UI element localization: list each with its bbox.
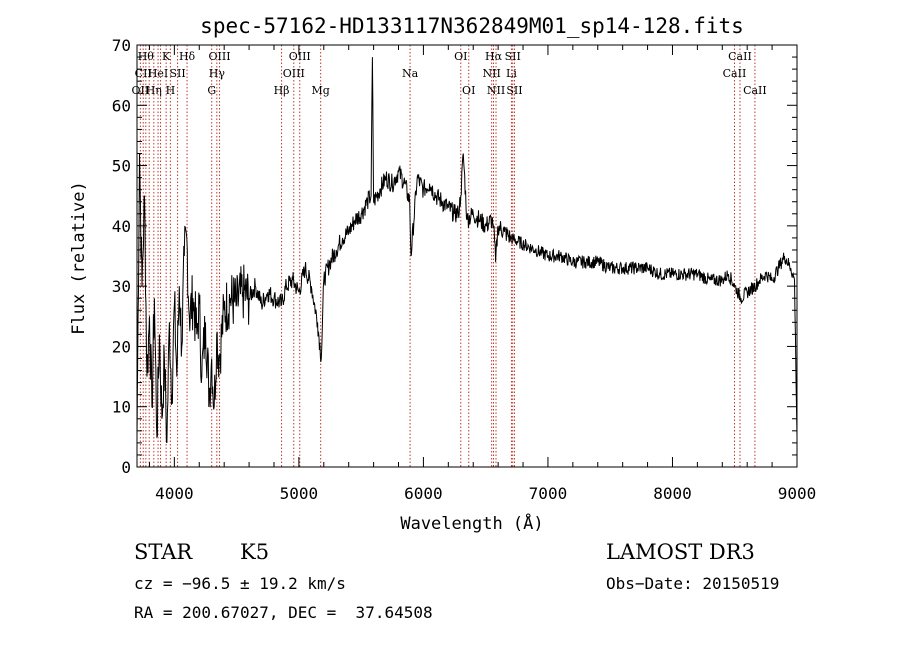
line-label-0: OII	[132, 84, 150, 97]
spectrum-line	[136, 57, 798, 444]
y-tick-label: 30	[112, 277, 131, 296]
line-label-9: SII	[169, 67, 185, 80]
line-label-8: H	[166, 84, 176, 97]
spectrum-chart: spec-57162-HD133117N362849M01_sp14-128.f…	[69, 14, 817, 534]
line-label-10: Hδ	[179, 50, 196, 63]
line-label-13: OIII	[209, 50, 231, 63]
line-label-12: Hγ	[209, 67, 226, 80]
line-label-16: OIII	[289, 50, 311, 63]
line-label-14: Hβ	[274, 84, 290, 97]
line-label-5: HeI	[148, 67, 168, 80]
observation-date: Obs−Date: 20150519	[606, 574, 780, 593]
line-label-1: CII	[135, 67, 152, 80]
line-label-2: Hθ	[138, 50, 155, 63]
y-tick-label: 10	[112, 398, 131, 417]
line-label-18: Na	[402, 67, 419, 80]
coordinates: RA = 200.67027, DEC = 37.64508	[134, 603, 433, 622]
object-type: STAR	[134, 540, 193, 564]
y-tick-label: 40	[112, 217, 131, 236]
y-tick-label: 50	[112, 157, 131, 176]
line-label-29: CaII	[743, 84, 767, 97]
line-label-26: SII	[506, 84, 522, 97]
line-label-17: Mg	[312, 84, 330, 97]
line-label-7: K	[162, 50, 171, 63]
y-axis-label: Flux (relative)	[69, 181, 89, 335]
line-label-27: CaII	[723, 67, 747, 80]
y-tick-label: 70	[112, 36, 131, 55]
line-label-22: Hα	[485, 50, 503, 63]
y-tick-label: 20	[112, 337, 131, 356]
line-label-20: OI	[462, 84, 475, 97]
x-tick-label: 9000	[778, 484, 817, 503]
y-axis-ticks: 0 10 20 30 40 50 60 70	[112, 36, 797, 477]
line-label-25: SII	[505, 50, 521, 63]
spectral-line-labels: OII CII Hθ Hη HeI K H SII Hδ G Hγ OIII Hβ OIII OIII Mg N…	[132, 50, 767, 97]
line-label-21: NII	[482, 67, 500, 80]
line-label-24: Li	[506, 67, 517, 80]
line-label-15: OIII	[283, 67, 305, 80]
x-axis-ticks: 4000 5000 6000 7000 8000 9000	[148, 45, 817, 503]
x-axis-label: Wavelength (Å)	[400, 512, 543, 534]
line-label-19: OI	[454, 50, 467, 63]
line-label-23: NII	[487, 84, 505, 97]
plot-frame	[136, 44, 798, 468]
line-label-11: G	[207, 84, 216, 97]
y-tick-label: 60	[112, 96, 131, 115]
x-tick-label: 5000	[280, 484, 319, 503]
line-label-4: Hη	[146, 84, 162, 97]
survey-name: LAMOST DR3	[606, 540, 755, 564]
x-tick-label: 7000	[529, 484, 568, 503]
x-tick-label: 6000	[404, 484, 443, 503]
line-label-28: CaII	[728, 50, 752, 63]
chart-title: spec-57162-HD133117N362849M01_sp14-128.f…	[200, 14, 744, 38]
x-tick-label: 8000	[653, 484, 692, 503]
subclass: K5	[240, 540, 270, 564]
redshift-cz: cz = −96.5 ± 19.2 km/s	[134, 574, 346, 593]
spectral-line-markers	[139, 45, 756, 467]
x-tick-label: 4000	[155, 484, 194, 503]
y-tick-label: 0	[121, 458, 131, 477]
